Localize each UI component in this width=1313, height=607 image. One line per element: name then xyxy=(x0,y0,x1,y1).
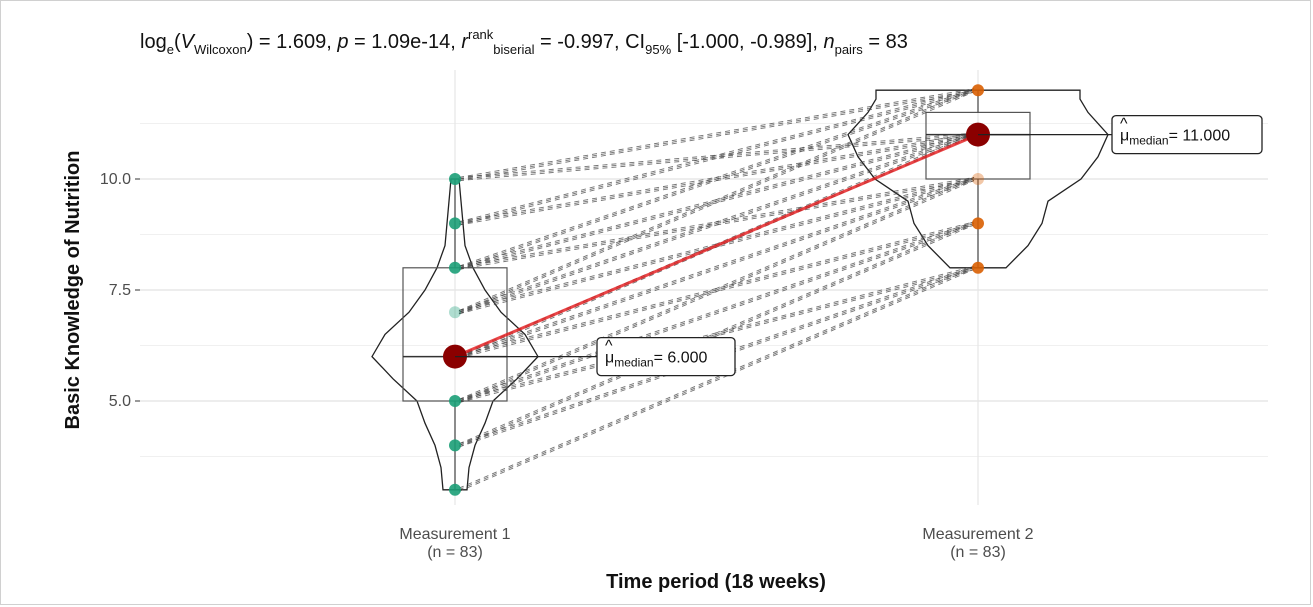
x-tick-label-2: Measurement 2 xyxy=(922,526,1033,543)
median-label-box xyxy=(596,336,736,377)
data-point xyxy=(972,84,984,97)
pair-line xyxy=(458,89,975,224)
pair-line xyxy=(458,265,975,400)
pair-line xyxy=(458,267,975,402)
violin-measurement-2 xyxy=(847,89,1109,269)
median-labels: μmedian= 6.000^μmedian= 11.000^ xyxy=(455,114,1263,377)
y-axis-ticks: 5.0 7.5 10.0 xyxy=(100,171,140,410)
pair-line xyxy=(458,221,975,400)
data-point xyxy=(449,395,461,407)
pair-line xyxy=(458,268,975,492)
pair-line xyxy=(458,132,975,223)
median-label-hat: ^ xyxy=(1120,116,1128,133)
median-label-box xyxy=(1111,114,1263,155)
pair-line xyxy=(458,265,975,489)
pair-line xyxy=(458,88,975,223)
median-label-hat: ^ xyxy=(605,338,613,355)
pair-line xyxy=(458,88,975,178)
data-point xyxy=(449,173,461,185)
data-point xyxy=(449,439,461,452)
y-axis-title: Basic Knowledge of Nutrition xyxy=(62,151,84,430)
pair-line xyxy=(458,268,975,404)
pair-line xyxy=(458,222,975,402)
pair-line xyxy=(458,135,975,226)
pair-line xyxy=(458,222,975,358)
data-point xyxy=(972,217,984,230)
median-label-text: μmedian= 6.000 xyxy=(605,350,708,370)
x-tick-n-2: (n = 83) xyxy=(950,544,1006,561)
data-point xyxy=(449,483,461,496)
x-tick-label-1: Measurement 1 xyxy=(399,526,510,543)
pair-line xyxy=(458,134,975,224)
pair-line xyxy=(458,176,975,356)
data-point xyxy=(449,306,461,319)
data-point xyxy=(972,173,984,185)
median-connect-line xyxy=(454,133,979,358)
y-tick-label: 5.0 xyxy=(109,393,131,410)
median-markers xyxy=(443,122,990,369)
pair-line xyxy=(458,178,975,358)
y-tick-label: 7.5 xyxy=(109,282,131,299)
pair-line xyxy=(458,134,975,269)
y-tick-label: 10.0 xyxy=(100,171,131,188)
pair-line xyxy=(458,176,975,267)
pair-line xyxy=(458,89,975,180)
x-axis-title: Time period (18 weeks) xyxy=(606,571,826,593)
pair-line xyxy=(458,91,975,226)
median-label-text: μmedian= 11.000 xyxy=(1120,128,1230,148)
data-point xyxy=(449,261,461,274)
chart-title: loge(VWilcoxon) = 1.609, p = 1.09e-14, r… xyxy=(140,27,908,57)
pair-line xyxy=(458,180,975,359)
pair-line xyxy=(458,132,975,267)
pair-line xyxy=(458,178,975,269)
pair-line xyxy=(458,180,975,270)
data-point xyxy=(449,217,461,230)
data-point xyxy=(972,261,984,274)
x-tick-n-1: (n = 83) xyxy=(427,544,483,561)
pair-line xyxy=(458,224,975,404)
pair-line xyxy=(458,224,975,359)
gridlines xyxy=(140,70,1268,505)
pair-line xyxy=(458,91,975,182)
pair-line xyxy=(458,135,975,270)
pair-line xyxy=(458,221,975,356)
pair-line xyxy=(458,267,975,491)
